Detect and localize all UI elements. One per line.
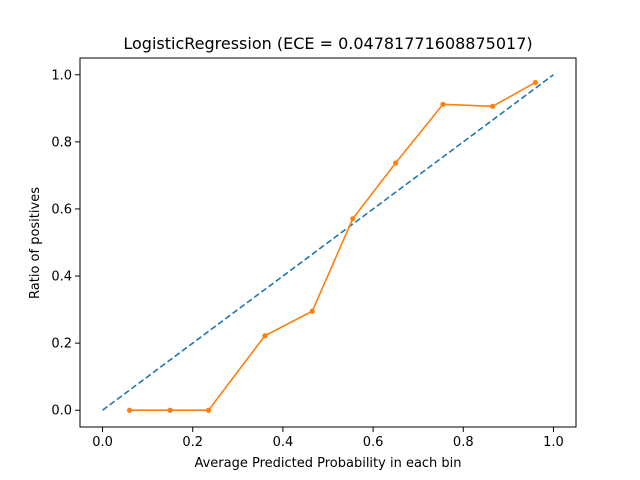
calibration-point — [309, 308, 315, 314]
calibration-point — [532, 79, 539, 86]
x-tick-label: 1.0 — [543, 435, 564, 450]
x-tick-label: 0.6 — [363, 435, 384, 450]
y-tick-label: 0.8 — [51, 135, 72, 150]
y-axis: 0.0 0.2 0.4 0.6 0.8 1.0 — [51, 68, 80, 419]
calibration-point — [167, 407, 173, 413]
calibration-point — [127, 407, 133, 413]
calibration-point — [350, 216, 356, 222]
calibration-point — [440, 101, 446, 107]
y-tick-label: 0.2 — [51, 337, 72, 352]
plot-frame — [79, 57, 577, 428]
x-tick-label: 0.4 — [273, 435, 294, 450]
x-axis: 0.0 0.2 0.4 0.6 0.8 1.0 — [92, 427, 564, 450]
x-axis-label: Average Predicted Probability in each bi… — [194, 456, 461, 471]
calibration-point — [205, 407, 212, 413]
plot-area — [79, 57, 577, 428]
y-tick-label: 1.0 — [51, 68, 72, 83]
calibration-curve-line — [129, 81, 536, 412]
x-tick-label: 0.0 — [92, 435, 113, 450]
y-tick-label: 0.0 — [51, 404, 72, 419]
y-tick-label: 0.6 — [51, 202, 72, 217]
calibration-point — [489, 103, 496, 109]
chart-title: LogisticRegression (ECE = 0.047817716088… — [123, 34, 532, 53]
series-layer — [102, 74, 554, 413]
perfect-calibration-line — [102, 74, 554, 411]
y-axis-label: Ratio of positives — [28, 187, 43, 299]
calibration-point — [262, 333, 268, 339]
calibration-point — [393, 160, 399, 166]
x-tick-label: 0.2 — [182, 435, 203, 450]
y-tick-label: 0.4 — [51, 270, 72, 285]
x-tick-label: 0.8 — [453, 435, 474, 450]
